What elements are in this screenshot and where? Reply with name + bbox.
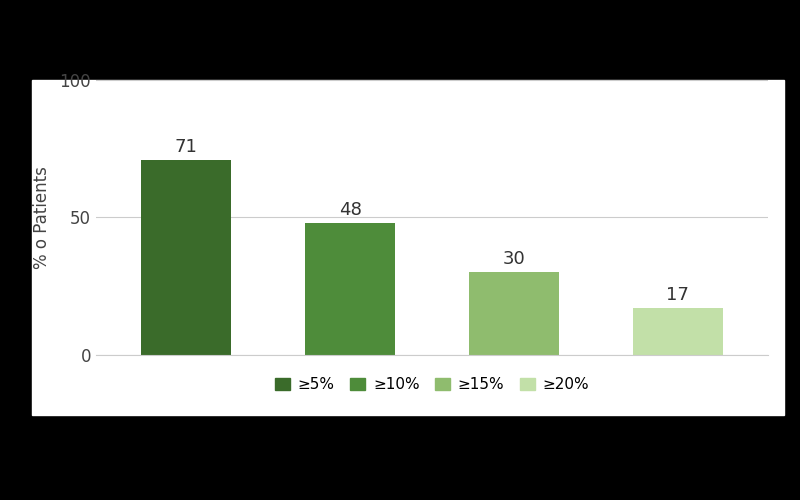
Y-axis label: % o Patients: % o Patients: [33, 166, 51, 269]
Bar: [141, 160, 231, 354]
Bar: [305, 223, 395, 354]
Text: 17: 17: [666, 286, 690, 304]
Text: 30: 30: [502, 250, 526, 268]
Legend: ≥5%, ≥10%, ≥15%, ≥20%: ≥5%, ≥10%, ≥15%, ≥20%: [270, 373, 594, 397]
Text: 48: 48: [338, 200, 362, 218]
Bar: [633, 308, 723, 354]
Text: 71: 71: [174, 138, 198, 156]
Bar: [469, 272, 559, 354]
